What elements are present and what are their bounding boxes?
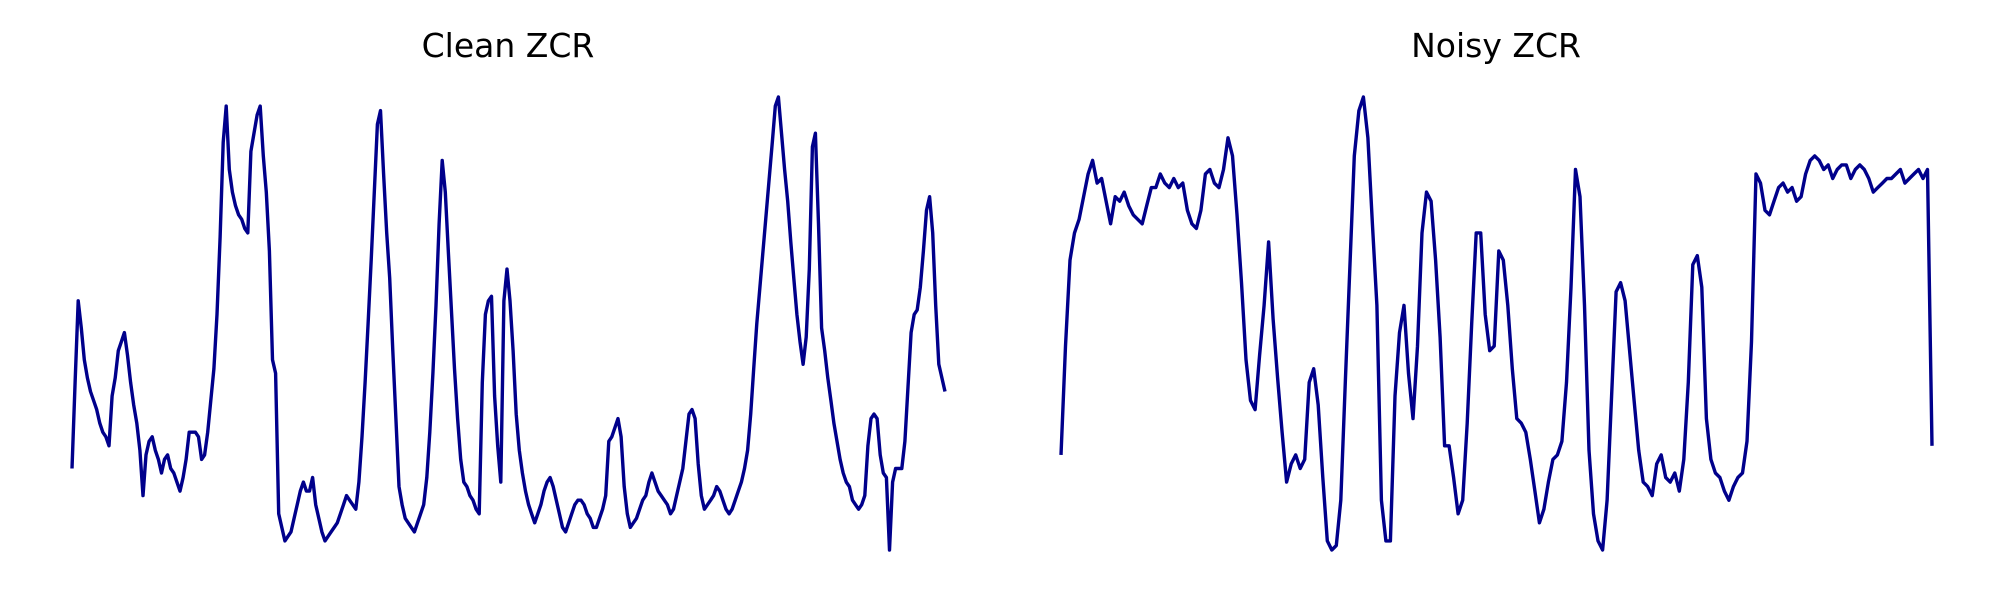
series-line-noisy-zcr xyxy=(1059,95,1934,552)
series-line-clean-zcr xyxy=(70,95,947,552)
chart-clean-zcr: Clean ZCR xyxy=(70,26,947,552)
chart-noisy-zcr: Noisy ZCR xyxy=(1059,26,1934,552)
chart-title-noisy: Noisy ZCR xyxy=(1411,26,1581,65)
chart-title-clean: Clean ZCR xyxy=(422,26,595,65)
